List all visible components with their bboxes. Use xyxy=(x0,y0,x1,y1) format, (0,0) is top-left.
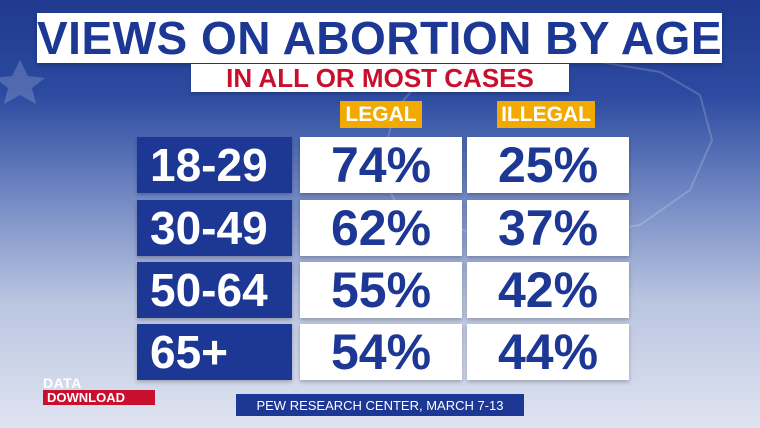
title-banner: VIEWS ON ABORTION BY AGE xyxy=(37,13,722,63)
column-header-legal: LEGAL xyxy=(340,101,422,128)
page-subtitle: IN ALL OR MOST CASES xyxy=(226,63,534,93)
cell-legal-65-plus: 54% xyxy=(300,324,462,380)
page-title: VIEWS ON ABORTION BY AGE xyxy=(36,12,723,64)
cell-illegal-30-49: 37% xyxy=(467,200,629,256)
logo-top-text: DATA xyxy=(43,375,82,391)
cell-legal-30-49: 62% xyxy=(300,200,462,256)
column-header-illegal: ILLEGAL xyxy=(497,101,595,128)
row-label-18-29: 18-29 xyxy=(137,137,292,193)
cell-illegal-50-64: 42% xyxy=(467,262,629,318)
cell-legal-18-29: 74% xyxy=(300,137,462,193)
cell-illegal-65-plus: 44% xyxy=(467,324,629,380)
logo-bottom-text: DOWNLOAD xyxy=(43,390,155,405)
cell-legal-50-64: 55% xyxy=(300,262,462,318)
subtitle-banner: IN ALL OR MOST CASES xyxy=(191,64,569,92)
data-download-logo: DATA DOWNLOAD xyxy=(43,376,155,406)
row-label-30-49: 30-49 xyxy=(137,200,292,256)
row-label-65-plus: 65+ xyxy=(137,324,292,380)
row-label-50-64: 50-64 xyxy=(137,262,292,318)
cell-illegal-18-29: 25% xyxy=(467,137,629,193)
source-credit: PEW RESEARCH CENTER, MARCH 7-13 xyxy=(236,394,524,416)
